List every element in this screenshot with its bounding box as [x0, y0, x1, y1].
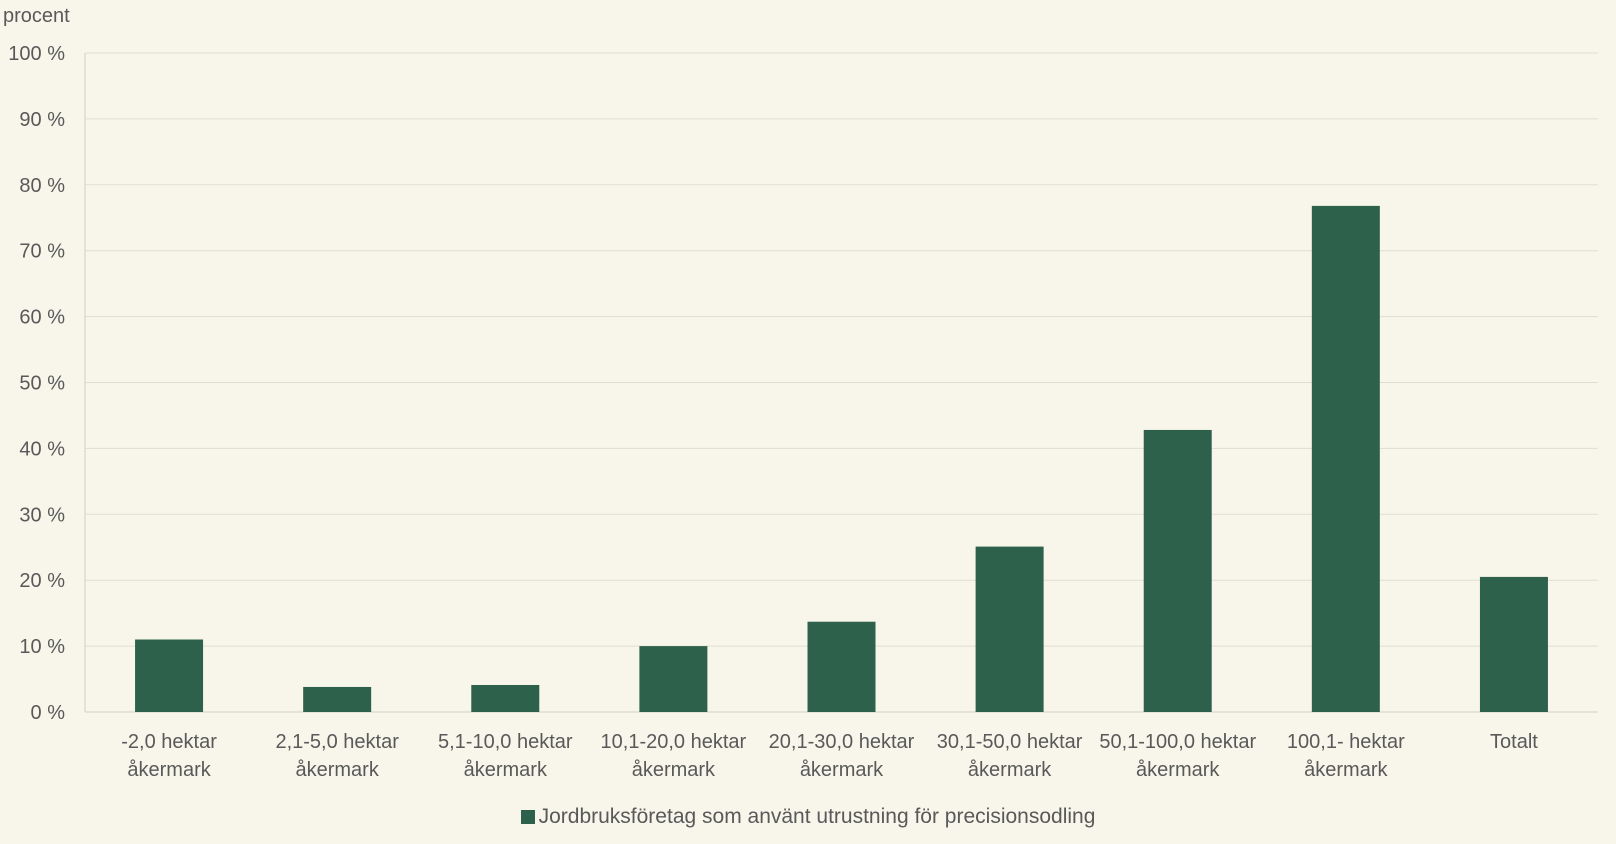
x-tick-label: åkermark: [800, 759, 884, 781]
x-tick-label: 50,1-100,0 hektar: [1099, 731, 1256, 753]
y-tick-label: 40 %: [19, 438, 65, 460]
y-tick-label: 30 %: [19, 504, 65, 526]
x-tick-label: åkermark: [632, 759, 716, 781]
x-tick-label: åkermark: [1136, 759, 1220, 781]
y-tick-label: 10 %: [19, 636, 65, 658]
x-tick-label: 2,1-5,0 hektar: [275, 731, 399, 753]
bar: [135, 639, 204, 712]
x-tick-label: Totalt: [1490, 731, 1538, 753]
bar: [303, 686, 372, 712]
x-tick-label: åkermark: [968, 759, 1052, 781]
x-tick-label: 10,1-20,0 hektar: [601, 731, 747, 753]
y-tick-label: 0 %: [31, 702, 66, 724]
y-tick-label: 100 %: [8, 43, 65, 65]
x-tick-label: -2,0 hektar: [121, 731, 217, 753]
x-tick-label: åkermark: [295, 759, 379, 781]
x-tick-label: åkermark: [127, 759, 211, 781]
bar: [975, 546, 1044, 712]
x-tick-label: 20,1-30,0 hektar: [769, 731, 915, 753]
x-tick-label: 100,1- hektar: [1287, 731, 1405, 753]
bar: [471, 684, 540, 712]
x-tick-label: åkermark: [1304, 759, 1388, 781]
y-tick-label: 20 %: [19, 570, 65, 592]
legend-swatch: [520, 810, 535, 824]
y-tick-label: 50 %: [19, 373, 65, 395]
bar: [807, 621, 876, 712]
y-tick-label: 70 %: [19, 241, 65, 263]
legend-label: Jordbruksföretag som använt utrustning f…: [538, 805, 1096, 828]
y-axis-label: procent: [3, 5, 70, 27]
y-tick-label: 60 %: [19, 307, 65, 329]
legend: Jordbruksföretag som använt utrustning f…: [0, 805, 1616, 829]
bar: [639, 646, 708, 712]
bar: [1143, 429, 1212, 712]
y-tick-label: 80 %: [19, 175, 65, 197]
bar: [1311, 205, 1380, 712]
y-tick-label: 90 %: [19, 109, 65, 131]
x-tick-label: 30,1-50,0 hektar: [937, 731, 1083, 753]
bar: [1479, 576, 1548, 712]
x-tick-label: 5,1-10,0 hektar: [438, 731, 573, 753]
x-tick-label: åkermark: [464, 759, 548, 781]
